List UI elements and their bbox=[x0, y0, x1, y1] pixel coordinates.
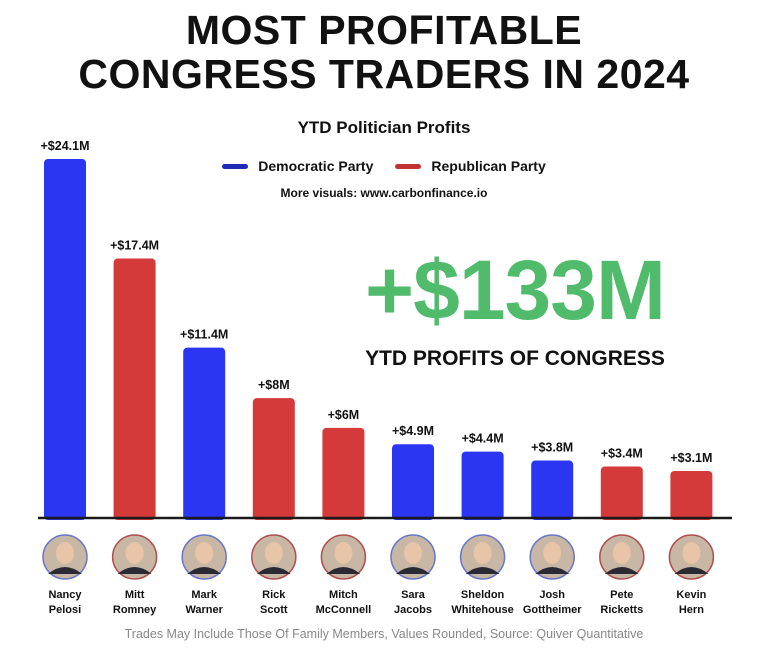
avatar-suit bbox=[48, 567, 82, 574]
avatar-face bbox=[404, 542, 422, 564]
name-first: Pete bbox=[610, 589, 633, 601]
name-first: Mark bbox=[191, 589, 218, 601]
name-last: Gottheimer bbox=[523, 604, 582, 616]
bar-value-label: +$4.4M bbox=[462, 432, 504, 446]
name-last: Jacobs bbox=[394, 604, 432, 616]
avatar-face bbox=[334, 542, 353, 564]
legend-democratic: Democratic Party bbox=[222, 158, 373, 174]
avatar-suit bbox=[535, 567, 570, 574]
avatar-face bbox=[612, 542, 631, 564]
bar bbox=[531, 460, 574, 520]
avatar-face bbox=[195, 542, 214, 564]
name-first: Sara bbox=[401, 589, 426, 601]
bar bbox=[461, 451, 504, 520]
avatar-face bbox=[125, 542, 144, 564]
legend-swatch-blue bbox=[222, 163, 249, 169]
bar-value-label: +$3.4M bbox=[601, 446, 643, 460]
name-last: Whitehouse bbox=[451, 604, 513, 616]
total-profit: +$133M bbox=[365, 243, 666, 337]
bar bbox=[392, 444, 434, 520]
bar-value-label: +$24.1M bbox=[41, 139, 90, 153]
avatar-face bbox=[682, 542, 701, 564]
avatar-suit bbox=[256, 567, 291, 574]
name-last: Scott bbox=[260, 604, 288, 616]
legend-label: Democratic Party bbox=[258, 158, 374, 174]
bar bbox=[322, 427, 365, 520]
more-visuals-link[interactable]: More visuals: www.carbonfinance.io bbox=[280, 186, 488, 200]
name-first: Kevin bbox=[676, 589, 706, 601]
name-first: Josh bbox=[539, 589, 565, 601]
avatar-suit bbox=[465, 567, 500, 574]
legend: Democratic Party Republican Party bbox=[0, 158, 768, 174]
bar-value-label: +$3.8M bbox=[531, 441, 573, 455]
total-caption: YTD PROFITS OF CONGRESS bbox=[365, 347, 665, 370]
bar bbox=[670, 470, 713, 520]
bar-value-label: +$6M bbox=[328, 408, 360, 422]
avatar-suit bbox=[326, 567, 361, 574]
title-line-1: MOST PROFITABLE bbox=[185, 7, 583, 53]
avatar-face bbox=[264, 542, 283, 564]
name-last: Warner bbox=[185, 604, 223, 616]
bar bbox=[44, 159, 86, 520]
avatar-suit bbox=[604, 567, 639, 574]
avatar-suit bbox=[396, 567, 430, 574]
name-first: Mitt bbox=[125, 589, 145, 601]
footer-note: Trades May Include Those Of Family Membe… bbox=[124, 627, 644, 641]
bar-value-label: +$11.4M bbox=[180, 328, 228, 342]
title-line-2: CONGRESS TRADERS IN 2024 bbox=[78, 51, 690, 97]
legend-swatch-red bbox=[395, 163, 422, 169]
bar bbox=[183, 347, 226, 520]
avatar-suit bbox=[187, 567, 222, 574]
name-first: Rick bbox=[262, 589, 286, 601]
name-last: Pelosi bbox=[49, 604, 81, 616]
chart-subtitle: YTD Politician Profits bbox=[297, 118, 471, 137]
bar-value-label: +$4.9M bbox=[392, 424, 434, 438]
bar-value-label: +$8M bbox=[258, 378, 290, 392]
avatar-suit bbox=[117, 567, 152, 574]
name-last: Hern bbox=[679, 604, 704, 616]
bar-value-label: +$17.4M bbox=[110, 239, 159, 253]
bar bbox=[113, 258, 156, 520]
name-last: Romney bbox=[113, 604, 157, 616]
bar bbox=[600, 466, 643, 520]
avatar-face bbox=[56, 542, 74, 564]
legend-label: Republican Party bbox=[431, 158, 546, 174]
name-first: Nancy bbox=[48, 589, 82, 601]
name-first: Sheldon bbox=[461, 589, 505, 601]
name-last: Ricketts bbox=[600, 604, 643, 616]
name-first: Mitch bbox=[329, 589, 358, 601]
bar bbox=[252, 398, 295, 520]
avatar-suit bbox=[674, 567, 709, 574]
legend-republican: Republican Party bbox=[395, 158, 546, 174]
avatar-face bbox=[473, 542, 492, 564]
avatar-face bbox=[543, 542, 562, 564]
name-last: McConnell bbox=[316, 604, 372, 616]
bar-value-label: +$3.1M bbox=[670, 451, 712, 465]
